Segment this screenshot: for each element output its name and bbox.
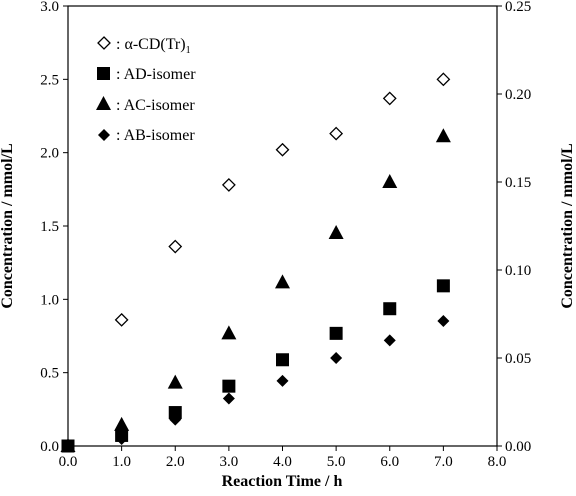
point-alpha-cd — [275, 142, 290, 157]
x-tick-label: 7.0 — [434, 454, 453, 470]
legend-marker-filled-diamond — [98, 129, 110, 141]
point-ac-isomer — [328, 225, 344, 240]
point-ab-isomer — [115, 432, 128, 445]
point-ad-isomer — [436, 279, 450, 293]
point-ab-isomer — [330, 352, 343, 364]
point-alpha-cd — [221, 178, 236, 192]
y-right-tick-label: 0.20 — [505, 87, 531, 103]
legend: : α-CD(Tr)1 : AD-isomer : AC-isomer : AB… — [96, 36, 196, 144]
y-right-tick-label: 0.10 — [505, 263, 531, 279]
x-axis-title: Reaction Time / h — [222, 473, 343, 490]
point-ad-isomer — [168, 406, 182, 420]
x-tick-label: 8.0 — [488, 454, 507, 470]
point-ac-isomer — [275, 274, 290, 289]
point-ac-isomer — [221, 325, 237, 340]
y-left-tick-label: 2.5 — [40, 72, 59, 88]
y-right-tick-label: 0.15 — [505, 175, 531, 191]
y-left-tick-label: 1.0 — [40, 292, 59, 308]
x-tick-label: 1.0 — [112, 454, 131, 470]
data-points — [60, 72, 451, 453]
legend-item-ab-isomer: : AB-isomer — [98, 127, 195, 144]
y-axis-title-right: Concentration / mmol/L — [559, 143, 576, 308]
legend-label-ad-isomer: : AD-isomer — [116, 66, 196, 83]
legend-marker-triangle — [96, 96, 111, 110]
point-alpha-cd — [382, 91, 397, 106]
legend-label-alpha-cd-subscript: 1 — [186, 45, 191, 56]
point-alpha-cd — [436, 72, 451, 87]
point-ad-isomer — [329, 326, 343, 340]
point-ab-isomer — [276, 374, 289, 387]
point-ad-isomer — [276, 353, 289, 367]
legend-marker-open-diamond — [97, 36, 111, 50]
point-ab-isomer — [383, 334, 396, 347]
point-ac-isomer — [435, 128, 451, 143]
x-tick-label: 5.0 — [327, 454, 346, 470]
y-right-tick-label: 0.00 — [505, 439, 531, 455]
point-alpha-cd — [329, 126, 344, 141]
legend-item-ad-isomer: : AD-isomer — [97, 66, 196, 83]
point-ab-isomer — [437, 315, 450, 328]
y-left-tick-label: 0.0 — [40, 439, 59, 455]
legend-label-ac-isomer: : AC-isomer — [116, 97, 195, 114]
x-tick-label: 4.0 — [273, 454, 292, 470]
point-ab-isomer — [62, 440, 74, 452]
tick-labels: 0.0 1.0 2.0 3.0 4.0 5.0 6.0 7.0 8.0 0.0 0.5 1.0 1.5 2… — [40, 0, 531, 470]
point-ac-isomer — [167, 374, 183, 389]
y-left-tick-label: 1.5 — [40, 219, 59, 235]
point-ab-isomer — [169, 413, 182, 426]
y-axis-title-left: Concentration / mmol/L — [0, 143, 16, 308]
x-tick-label: 3.0 — [220, 454, 239, 470]
y-left-tick-label: 3.0 — [40, 0, 59, 15]
point-ac-isomer — [114, 416, 130, 431]
y-left-tick-label: 2.0 — [40, 146, 59, 162]
point-ad-isomer — [383, 302, 397, 316]
legend-label-alpha-cd: : α-CD(Tr)1 — [116, 36, 191, 56]
point-alpha-cd — [114, 312, 129, 327]
legend-marker-square — [97, 67, 110, 80]
y-right-tick-label: 0.25 — [505, 0, 531, 15]
point-ab-isomer — [222, 392, 235, 405]
legend-item-ac-isomer: : AC-isomer — [96, 96, 195, 114]
point-ad-isomer — [222, 379, 236, 393]
y-right-tick-label: 0.05 — [505, 351, 531, 367]
legend-label-alpha-cd-text: : α-CD(Tr) — [116, 36, 186, 53]
legend-label-ab-isomer: : AB-isomer — [116, 127, 195, 144]
x-tick-label: 2.0 — [166, 454, 185, 470]
legend-item-alpha-cd: : α-CD(Tr)1 — [97, 36, 191, 56]
point-alpha-cd — [168, 239, 183, 254]
point-ac-isomer — [382, 174, 398, 188]
x-tick-label: 0.0 — [59, 454, 78, 470]
x-tick-label: 6.0 — [380, 454, 399, 470]
y-left-tick-label: 0.5 — [40, 366, 59, 382]
